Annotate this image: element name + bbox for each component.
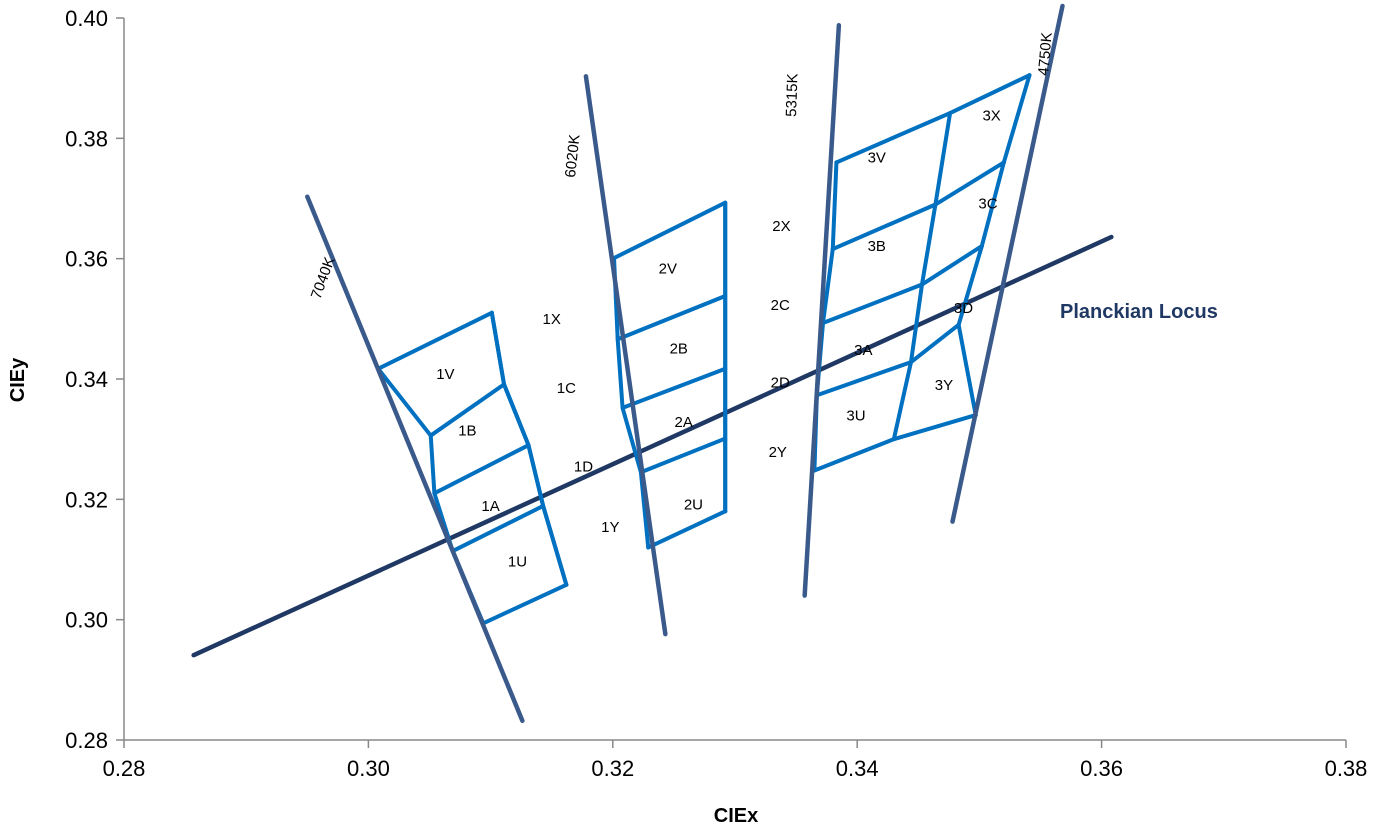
cct-line bbox=[802, 22, 842, 598]
bin-label: 1Y bbox=[601, 519, 619, 536]
bin-row-line bbox=[620, 366, 728, 410]
bin-row-line bbox=[428, 382, 507, 438]
bin-row-line bbox=[646, 509, 728, 550]
bin-label: 3U bbox=[846, 408, 865, 425]
bin-label: 2B bbox=[670, 341, 688, 358]
bin-label: 2V bbox=[659, 261, 677, 278]
planckian-locus-label: Planckian Locus bbox=[1060, 301, 1218, 323]
cct-lines: 7040K 6020K 5315K 4750K bbox=[305, 3, 1065, 723]
y-tick-label: 0.34 bbox=[65, 367, 108, 392]
planckian-locus-line bbox=[191, 234, 1114, 658]
x-tick-label: 0.34 bbox=[836, 756, 879, 781]
bin-row-line bbox=[820, 244, 984, 326]
x-tick-label: 0.32 bbox=[591, 756, 634, 781]
bin-row-line bbox=[830, 160, 1006, 252]
bin-boundary-left bbox=[812, 160, 839, 473]
bin-row-line bbox=[638, 436, 728, 475]
bin-row-line bbox=[834, 73, 1032, 165]
y-tick-label: 0.38 bbox=[65, 126, 108, 151]
bin-label: 3X bbox=[982, 107, 1000, 124]
bin-row-line bbox=[615, 293, 728, 342]
y-tick-label: 0.28 bbox=[65, 728, 108, 753]
y-axis-title: CIEy bbox=[7, 357, 29, 402]
bin-label: 3B bbox=[868, 238, 886, 255]
y-tick-label: 0.36 bbox=[65, 247, 108, 272]
cct-label: 4750K bbox=[1035, 32, 1056, 77]
bin-label: 1B bbox=[458, 423, 476, 440]
x-tick-label: 0.38 bbox=[1325, 756, 1368, 781]
bin-label: 1V bbox=[436, 366, 454, 383]
bin-label: 1X bbox=[543, 311, 561, 328]
bin-label: 1A bbox=[481, 498, 499, 515]
chart-ticks: 0.28 0.30 0.32 0.34 0.36 0.38 0.28 0.30 0.32 0.34… bbox=[65, 6, 1367, 781]
planckian-locus bbox=[191, 234, 1114, 658]
bin-grid bbox=[376, 73, 1032, 626]
x-tick-label: 0.30 bbox=[347, 756, 390, 781]
bin-label: 2A bbox=[674, 414, 692, 431]
bin-row-line bbox=[814, 322, 961, 398]
y-tick-label: 0.32 bbox=[65, 487, 108, 512]
bin-label: 1D bbox=[574, 459, 593, 476]
y-tick-label: 0.30 bbox=[65, 608, 108, 633]
bin-row-line bbox=[812, 413, 978, 473]
bin-label: 1C bbox=[557, 380, 576, 397]
cct-label: 7040K bbox=[308, 255, 339, 302]
bin-label: 3C bbox=[978, 196, 997, 213]
bin-label: 2D bbox=[771, 374, 790, 391]
y-tick-label: 0.40 bbox=[65, 6, 108, 31]
bin-label: 3Y bbox=[935, 377, 953, 394]
bin-label: 3D bbox=[954, 300, 973, 317]
bin-row-line bbox=[432, 443, 531, 496]
bin-row-line bbox=[481, 582, 569, 626]
bin-label: 3A bbox=[854, 342, 872, 359]
x-tick-label: 0.28 bbox=[103, 756, 146, 781]
bin-row-line bbox=[376, 310, 494, 371]
bin-label: 3V bbox=[868, 149, 886, 166]
bin-label: 2U bbox=[684, 497, 703, 514]
x-tick-label: 0.36 bbox=[1080, 756, 1123, 781]
bin-labels: 1V 1X 1B 1C 1A 1D 1U 1Y 2V 2X 2B 2C 2A 2D 2U 2Y 3V 3X 3B 3C… bbox=[436, 107, 1001, 570]
bin-divider bbox=[489, 310, 569, 587]
cct-line bbox=[950, 3, 1065, 524]
bin-label: 2Y bbox=[769, 444, 787, 461]
bin-label: 2X bbox=[772, 218, 790, 235]
bin-row-line bbox=[450, 503, 546, 554]
cct-line bbox=[305, 194, 525, 723]
bin-row-line bbox=[612, 200, 728, 261]
bin-label: 1U bbox=[508, 554, 527, 571]
cct-label: 6020K bbox=[562, 134, 583, 179]
cct-line bbox=[583, 74, 668, 637]
cct-label: 5315K bbox=[783, 73, 802, 117]
bin-boundary-right bbox=[956, 73, 1032, 418]
chart-axes bbox=[123, 18, 1346, 741]
bin-label: 2C bbox=[771, 297, 790, 314]
x-axis-title: CIEx bbox=[714, 805, 758, 827]
